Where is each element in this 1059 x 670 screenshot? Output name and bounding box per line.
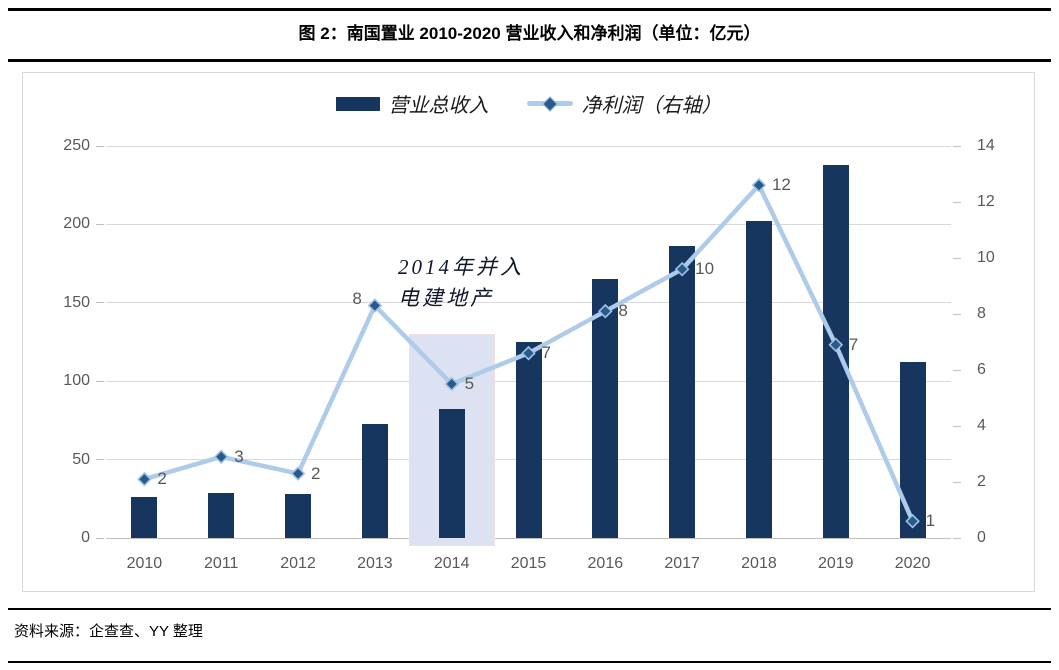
legend-item-revenue: 营业总收入 <box>335 89 489 118</box>
net-profit-value: 5 <box>464 374 475 393</box>
legend-item-netprofit: 净利润（右轴） <box>526 89 722 118</box>
net-profit-marker <box>521 345 536 361</box>
net-profit-value: 1 <box>925 511 936 531</box>
top-divider <box>8 8 1051 11</box>
x-axis-label: 2020 <box>894 555 931 572</box>
net-profit-value: 8 <box>352 288 362 308</box>
right-axis-tick <box>953 313 961 315</box>
annotation-2014-merger: 2014年并入 电建地产 <box>398 252 524 314</box>
revenue-bar <box>899 362 926 538</box>
x-axis-label: 2012 <box>280 555 316 572</box>
revenue-bar <box>285 494 312 538</box>
x-axis-label: 2015 <box>510 555 547 572</box>
source-note: 资料来源：企查查、YY 整理 <box>14 623 203 640</box>
chart-frame: 营业总收入 净利润（右轴） 0 50 100 150 200 250 0 2 4 6 8 10 12 14… <box>22 72 1035 592</box>
revenue-bar <box>361 423 388 538</box>
right-axis-tick <box>953 201 961 203</box>
left-axis-tick-label: 100 <box>63 372 90 390</box>
x-axis-label: 2017 <box>664 555 700 572</box>
right-axis-tick-label: 2 <box>977 473 986 490</box>
right-axis-tick <box>953 425 961 427</box>
right-axis-tick-label: 12 <box>977 193 995 210</box>
net-profit-marker <box>828 337 844 353</box>
net-profit-marker <box>367 298 383 313</box>
revenue-bar <box>131 497 158 538</box>
left-axis-tick-label: 0 <box>81 529 90 546</box>
left-axis-tick-label: 150 <box>63 293 90 311</box>
gridline <box>106 145 951 147</box>
left-axis-tick <box>96 302 104 304</box>
x-axis-label: 2013 <box>357 555 393 572</box>
net-profit-marker <box>444 376 460 392</box>
revenue-bar <box>438 409 465 538</box>
right-axis-tick <box>953 145 961 147</box>
net-profit-value: 2 <box>157 469 167 489</box>
chart-legend: 营业总收入 净利润（右轴） <box>23 89 1034 118</box>
right-axis-tick <box>953 537 961 539</box>
annotation-line: 电建地产 <box>398 286 494 310</box>
right-axis-tick <box>953 369 961 371</box>
right-axis-tick-label: 0 <box>977 529 986 546</box>
net-profit-marker <box>905 513 920 529</box>
x-axis-label: 2019 <box>817 555 854 572</box>
revenue-bar <box>745 221 772 538</box>
left-axis-tick-label: 200 <box>63 215 90 233</box>
net-profit-marker <box>597 303 613 319</box>
source-divider-bottom <box>8 661 1051 663</box>
net-profit-value: 10 <box>695 259 715 279</box>
right-axis-tick <box>953 257 961 259</box>
net-profit-value: 2 <box>311 463 321 483</box>
left-axis-tick-label: 250 <box>63 137 90 154</box>
x-axis-label: 2014 <box>433 555 470 572</box>
right-axis-tick <box>953 481 961 483</box>
net-profit-value: 8 <box>618 301 628 321</box>
net-profit-value: 7 <box>541 343 551 363</box>
net-profit-marker <box>290 466 306 481</box>
plot-area: 0 50 100 150 200 250 0 2 4 6 8 10 12 14 2010 2011 2012 20… <box>63 137 995 572</box>
right-axis-tick-label: 8 <box>977 305 986 322</box>
net-profit-line <box>137 177 920 529</box>
right-axis-tick-label: 14 <box>977 137 995 154</box>
left-axis-tick <box>96 537 104 539</box>
left-axis-tick <box>96 459 104 461</box>
left-axis-tick <box>96 223 104 225</box>
left-axis-tick <box>96 380 104 382</box>
gridline <box>106 537 951 539</box>
legend-label-netprofit: 净利润（右轴） <box>581 95 722 117</box>
revenue-bar <box>515 342 542 538</box>
bar-swatch-icon <box>335 96 380 111</box>
net-profit-value: 12 <box>771 175 791 195</box>
left-axis-tick-label: 50 <box>72 450 90 468</box>
net-profit-marker <box>751 177 767 193</box>
right-axis-tick-label: 10 <box>977 249 995 266</box>
line-swatch-icon <box>526 95 573 112</box>
x-axis-label: 2016 <box>587 555 624 572</box>
legend-label-revenue: 营业总收入 <box>388 95 489 117</box>
net-profit-value: 3 <box>234 446 244 466</box>
revenue-bar <box>669 246 696 538</box>
net-profit-marker <box>674 261 690 277</box>
x-axis-label: 2011 <box>204 555 239 572</box>
net-profit-value: 7 <box>848 334 859 354</box>
revenue-bar <box>208 492 235 538</box>
x-axis-label: 2010 <box>126 555 163 572</box>
right-axis-tick-label: 4 <box>977 417 986 434</box>
net-profit-marker <box>137 471 152 487</box>
figure-title: 图 2：南国置业 2010-2020 营业收入和净利润（单位：亿元） <box>298 24 761 43</box>
left-axis-tick <box>96 145 104 147</box>
right-axis-tick-label: 6 <box>977 361 986 378</box>
gridline <box>106 302 951 304</box>
gridline <box>106 223 951 225</box>
annotation-line: 2014年并入 <box>398 255 524 279</box>
revenue-bar <box>592 279 619 538</box>
x-axis-label: 2018 <box>741 555 777 572</box>
title-divider <box>8 59 1051 62</box>
net-profit-marker <box>213 449 229 465</box>
source-divider-top <box>8 608 1051 610</box>
diamond-marker-icon <box>541 95 558 112</box>
